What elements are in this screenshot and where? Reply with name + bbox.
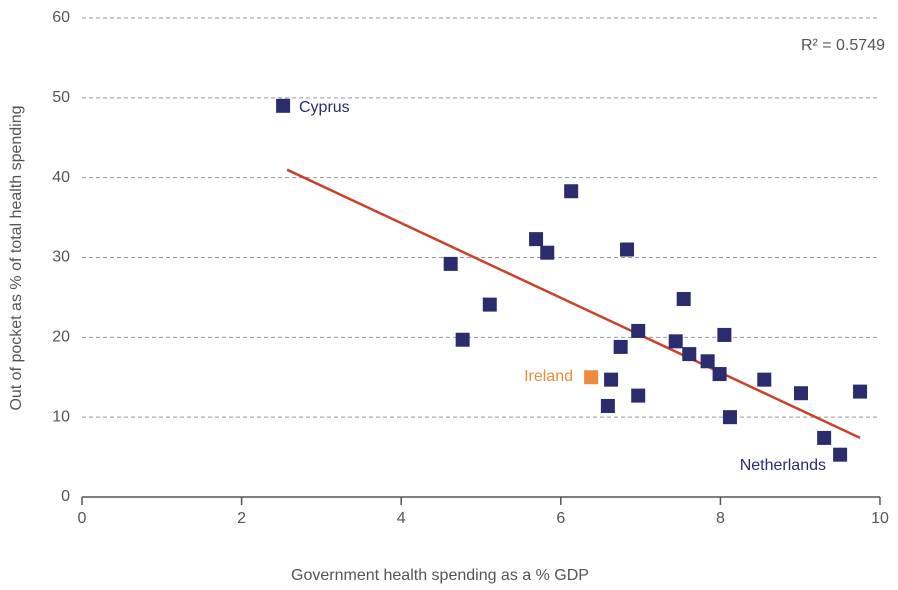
point [668,334,683,349]
y-tick-label: 50 [52,89,70,106]
point [604,372,619,387]
y-axis-title: Out of pocket as % of total health spend… [8,105,25,410]
x-tick-label: 10 [871,510,889,527]
x-tick-label: 2 [237,510,246,527]
point [443,256,458,271]
point [482,297,497,312]
x-tick-label: 6 [556,510,565,527]
point-label: Cyprus [299,99,350,116]
trendline [286,168,861,440]
point [717,327,732,342]
y-tick-label: 10 [52,408,70,425]
y-tick-label: 30 [52,249,70,266]
point [757,372,772,387]
y-tick-label: 60 [52,9,70,26]
point [676,292,691,307]
point [620,242,635,257]
point-label: Ireland [524,368,573,385]
point [700,354,715,369]
point [529,232,544,247]
y-tick-label: 40 [52,169,70,186]
point [564,184,579,199]
x-axis-title: Government health spending as a % GDP [291,567,589,584]
point [722,410,737,425]
x-tick-label: 8 [716,510,725,527]
y-tick-label: 0 [61,488,70,505]
point [276,98,291,113]
y-tick-label: 20 [52,329,70,346]
point [540,245,555,260]
point [817,430,832,445]
x-tick-label: 4 [397,510,406,527]
r-squared: R² = 0.5749 [801,37,885,54]
point [613,339,628,354]
point [712,367,727,382]
point [793,386,808,401]
point [631,323,646,338]
point [455,332,470,347]
point [584,370,599,385]
point [682,347,697,362]
point [833,447,848,462]
point-label: Netherlands [740,457,826,474]
x-tick-label: 0 [78,510,87,527]
point [631,388,646,403]
point [600,398,615,413]
point [853,384,868,399]
